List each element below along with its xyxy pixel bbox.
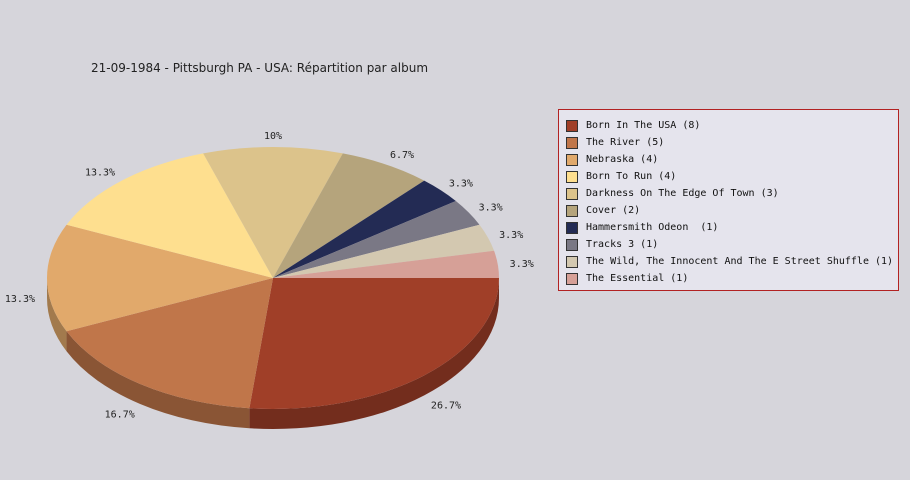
legend-item: The River (5) — [566, 134, 898, 151]
legend-item: Hammersmith Odeon (1) — [566, 219, 898, 236]
legend-swatch — [566, 238, 578, 251]
slice-percent-label: 13.3% — [85, 168, 115, 179]
legend-item: Born In The USA (8) — [566, 117, 898, 134]
legend-item: Nebraska (4) — [566, 151, 898, 168]
legend-label: Born To Run (4) — [586, 171, 677, 182]
legend-swatch — [566, 153, 578, 166]
pie-slice — [203, 147, 343, 278]
chart-title: 21-09-1984 - Pittsburgh PA - USA: Répart… — [91, 61, 429, 75]
slice-percent-label: 3.3% — [499, 230, 523, 241]
pie-slice — [249, 278, 499, 410]
legend-label: The River (5) — [586, 137, 665, 148]
legend-item: Cover (2) — [566, 202, 898, 219]
legend-swatch — [566, 272, 578, 285]
slice-percent-label: 26.7% — [431, 400, 461, 411]
pie-slice — [66, 153, 273, 278]
legend-swatch — [566, 221, 578, 234]
legend-swatch — [566, 204, 578, 217]
pie-slice — [273, 224, 495, 278]
legend-item: The Wild, The Innocent And The E Street … — [566, 253, 898, 270]
slice-percent-label: 3.3% — [510, 259, 534, 270]
legend-swatch — [566, 187, 578, 200]
legend-swatch — [566, 255, 578, 268]
legend-label: Nebraska (4) — [586, 154, 659, 165]
legend-item: Darkness On The Edge Of Town (3) — [566, 185, 898, 202]
slice-percent-label: 10% — [264, 131, 282, 142]
slice-percent-label: 16.7% — [105, 410, 135, 421]
pie-slice — [273, 153, 425, 278]
pie-slice-side — [249, 278, 499, 429]
pie-slices — [46, 147, 499, 410]
legend-label: The Essential (1) — [586, 273, 689, 284]
pie-slice-side — [66, 331, 250, 429]
legend-label: Hammersmith Odeon (1) — [586, 222, 719, 233]
pie-slice — [273, 201, 480, 278]
slice-percent-label: 3.3% — [449, 178, 473, 189]
pie-depth — [47, 278, 499, 429]
legend-item: The Essential (1) — [566, 270, 898, 287]
pie-slice — [273, 250, 499, 278]
pie-slice — [46, 224, 274, 332]
legend-label: Tracks 3 (1) — [586, 239, 659, 250]
legend-label: Darkness On The Edge Of Town (3) — [586, 188, 779, 199]
pie-slice — [273, 180, 456, 278]
legend-item: Tracks 3 (1) — [566, 236, 898, 253]
pie-slice-side — [47, 278, 67, 352]
slice-percent-label: 3.3% — [479, 203, 503, 214]
legend-label: Born In The USA (8) — [586, 120, 701, 131]
slice-percent-label: 6.7% — [390, 150, 414, 161]
legend-item: Born To Run (4) — [566, 168, 898, 185]
legend-label: Cover (2) — [586, 205, 641, 216]
pie-slice — [66, 278, 273, 409]
legend-swatch — [566, 170, 578, 183]
legend-swatch — [566, 119, 578, 132]
legend-swatch — [566, 136, 578, 149]
legend-label: The Wild, The Innocent And The E Street … — [586, 256, 894, 267]
slice-percent-label: 13.3% — [5, 294, 35, 305]
pie-labels: 26.7% 16.7% 13.3% 13.3% 10% 6.7% 3.3% 3.3% 3.3% 3… — [5, 131, 534, 421]
legend: Born In The USA (8) The River (5) Nebraska… — [558, 109, 899, 291]
